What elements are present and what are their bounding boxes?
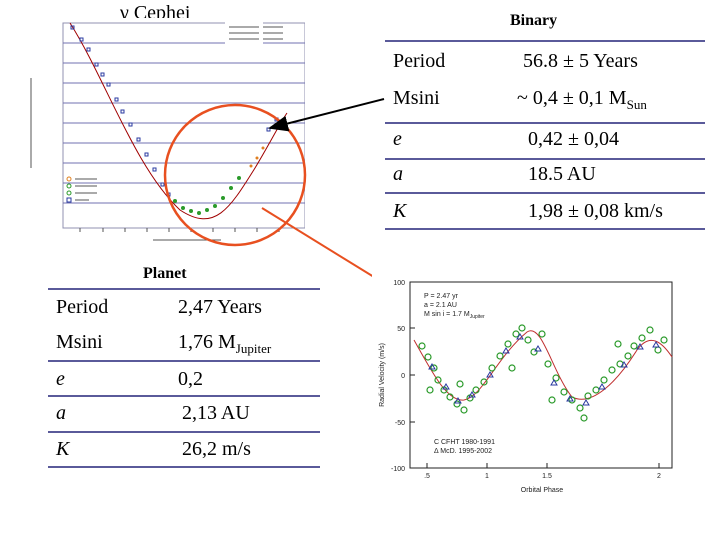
binary-a-value: 18.5 AU [528, 163, 596, 185]
planet-k-value: 26,2 m/s [182, 438, 251, 460]
planet-e-value: 0,2 [178, 368, 203, 390]
planet-period-value: 2,47 Years [178, 296, 262, 318]
xtick-label: 1 [485, 473, 489, 480]
planet-period-label: Period [56, 296, 109, 318]
planet-a-label: a [56, 402, 66, 424]
planet-a-value: 2,13 AU [182, 402, 250, 424]
planet-table: Period 2,47 Years Msini 1,76 MJupiter e … [48, 288, 320, 468]
binary-k-value: 1,98 ± 0,08 km/s [528, 200, 663, 222]
binary-e-label: e [393, 128, 402, 150]
binary-k-label: K [393, 200, 407, 222]
xtick-label: 2 [657, 473, 661, 480]
xtick-label: 1.5 [542, 473, 552, 480]
ytick-label: -50 [395, 420, 405, 427]
ytick-label: 50 [397, 326, 405, 333]
binary-e-value: 0,42 ± 0,04 [528, 128, 619, 150]
inset-msini: M sin i = 1.7 MJupiter [424, 311, 485, 320]
binary-table: Period 56.8 ± 5 Years Msini ~ 0,4 ± 0,1 … [385, 40, 705, 230]
arrow-to-binary-curve [268, 98, 385, 132]
ytick-label: 0 [401, 373, 405, 380]
phase-xlabel: Orbital Phase [521, 487, 564, 494]
highlight-circle [163, 103, 307, 247]
legend-cfht: C CFHT 1980-1991 [434, 439, 495, 446]
planet-heading: Planet [143, 265, 187, 282]
binary-heading: Binary [510, 12, 558, 29]
planet-msini-label: Msini [56, 331, 103, 353]
binary-period-label: Period [393, 50, 446, 72]
phase-ylabel: Radial Velocity (m/s) [379, 343, 386, 407]
planet-e-label: e [56, 368, 65, 390]
inset-axis: a = 2.1 AU [424, 302, 457, 309]
binary-period-value: 56.8 ± 5 Years [523, 50, 638, 72]
legend-mcd: Δ McD. 1995-2002 [434, 448, 492, 455]
phase-rv-plot: 100 50 0 -50 -100 .5 1 1.5 2 Orbital Pha… [372, 272, 677, 502]
binary-msini-value: ~ 0,4 ± 0,1 MSun [517, 87, 647, 112]
planet-k-label: K [56, 438, 70, 460]
long-term-rv-plot [25, 18, 305, 246]
binary-msini-label: Msini [393, 87, 440, 109]
planet-msini-value: 1,76 MJupiter [178, 331, 272, 356]
ytick-label: 100 [393, 280, 405, 287]
inset-period: P = 2.47 yr [424, 293, 459, 300]
binary-a-label: a [393, 163, 403, 185]
xtick-label: .5 [424, 473, 430, 480]
ytick-label: -100 [391, 466, 405, 473]
